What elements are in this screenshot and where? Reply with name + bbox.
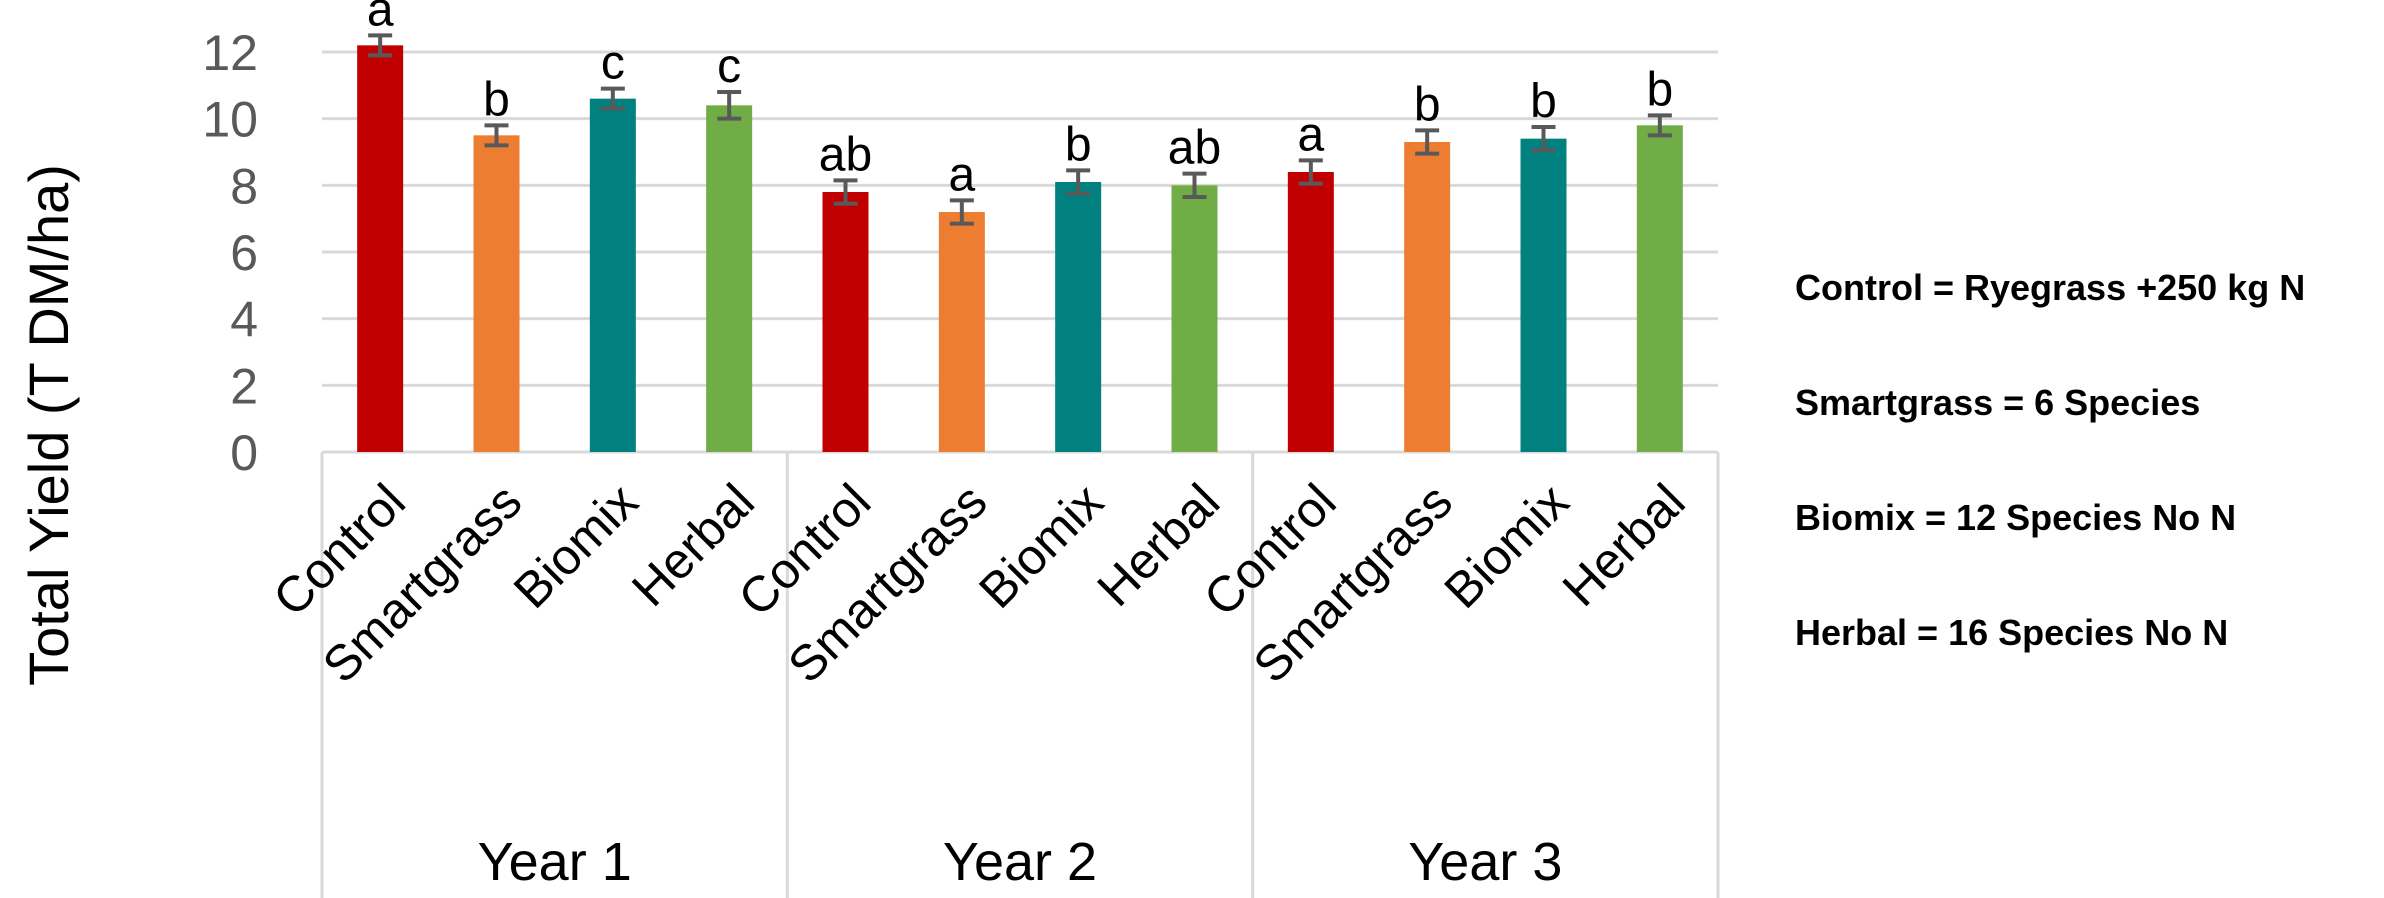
significance-letter: c xyxy=(601,37,625,90)
y-tick-label: 2 xyxy=(230,358,258,414)
y-tick-label: 6 xyxy=(230,225,258,281)
bar xyxy=(1171,185,1218,453)
significance-letter: c xyxy=(717,40,741,93)
y-tick-label: 10 xyxy=(202,92,258,148)
bar xyxy=(357,45,404,452)
y-axis-title: Total Yield (T DM/ha) xyxy=(17,164,80,686)
bar xyxy=(473,135,520,453)
bar xyxy=(938,212,985,452)
bar xyxy=(1636,125,1683,452)
bar xyxy=(589,98,636,453)
significance-letter: b xyxy=(1414,78,1441,131)
significance-letter: ab xyxy=(1168,122,1221,175)
bar xyxy=(1055,182,1102,452)
category-label: Biomix xyxy=(503,473,649,619)
group-label: Year 1 xyxy=(478,832,632,892)
group-label: Year 3 xyxy=(1408,832,1562,892)
y-tick-label: 12 xyxy=(202,25,258,81)
gridlines xyxy=(322,50,1718,387)
significance-letter: b xyxy=(1530,75,1557,128)
significance-letter: b xyxy=(483,73,510,126)
bar xyxy=(706,105,753,452)
y-tick-label: 8 xyxy=(230,158,258,214)
bar xyxy=(1520,138,1567,452)
bar xyxy=(822,192,869,452)
category-label: Herbal xyxy=(1552,473,1696,617)
significance-letter: ab xyxy=(819,128,872,181)
note-control: Control = Ryegrass +250 kg N xyxy=(1795,267,2306,308)
y-tick-label: 0 xyxy=(230,425,258,481)
significance-letter: a xyxy=(948,148,975,201)
significance-letter: b xyxy=(1646,63,1673,116)
group-label: Year 2 xyxy=(943,832,1097,892)
significance-letter: a xyxy=(367,0,394,36)
axes xyxy=(320,450,1720,898)
note-biomix: Biomix = 12 Species No N xyxy=(1795,497,2237,538)
bar xyxy=(1404,142,1451,452)
bars xyxy=(357,33,1683,453)
note-herbal: Herbal = 16 Species No N xyxy=(1795,612,2229,653)
treatment-notes: Control = Ryegrass +250 kg N Smartgrass … xyxy=(1795,268,2375,728)
category-label: Biomix xyxy=(1434,473,1580,619)
category-label: Biomix xyxy=(968,473,1114,619)
y-tick-label: 4 xyxy=(230,292,258,348)
significance-letter: b xyxy=(1065,118,1092,171)
bar xyxy=(1287,172,1334,452)
note-smartgrass: Smartgrass = 6 Species xyxy=(1795,382,2201,423)
significance-letter: a xyxy=(1297,108,1324,161)
